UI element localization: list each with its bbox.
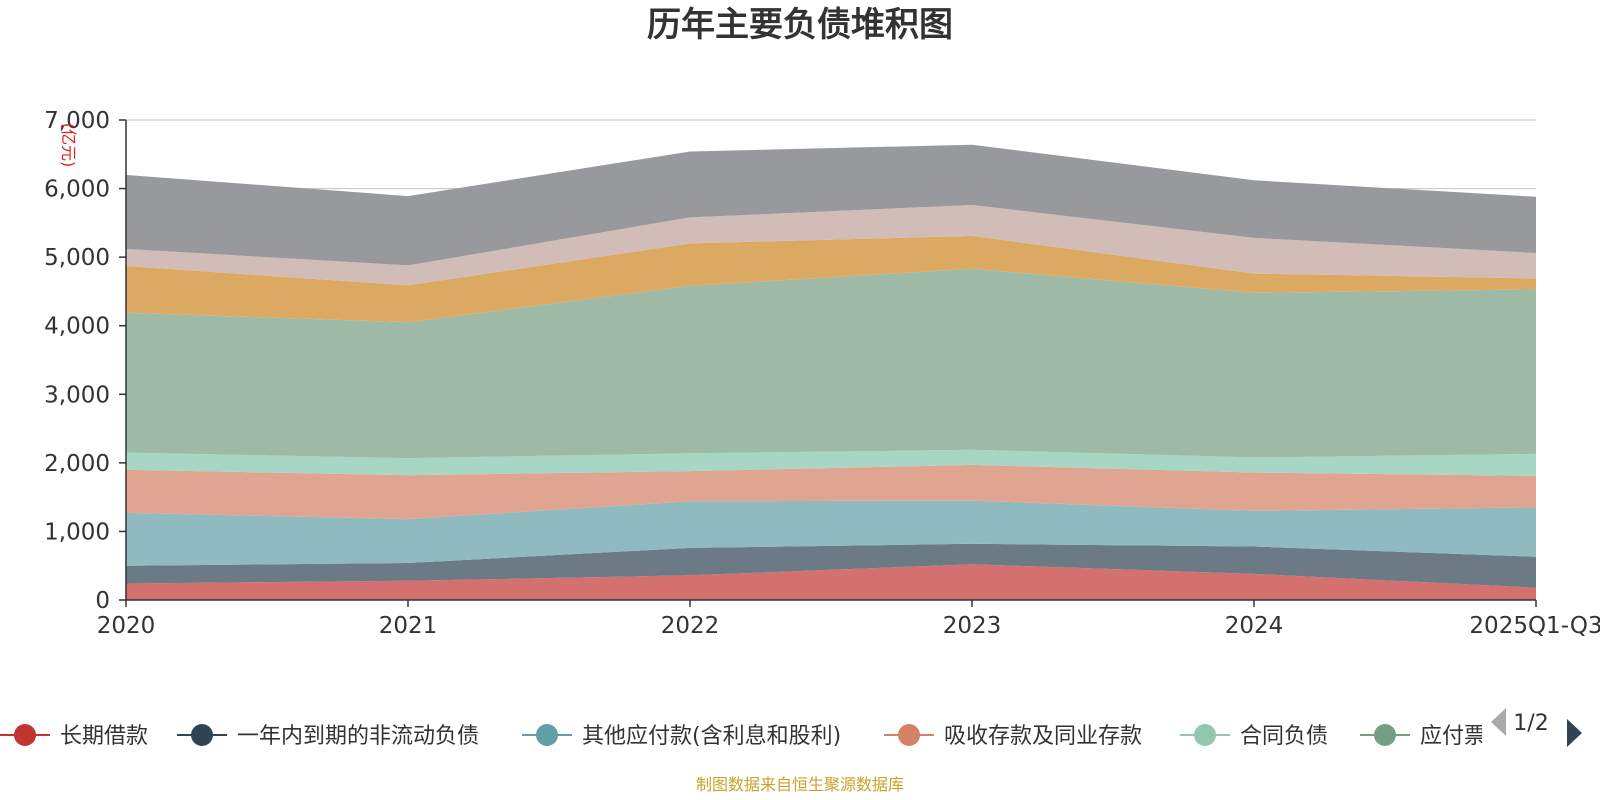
legend-label: 合同负债 [1240,724,1328,749]
legend-page-indicator: 1/2 [1513,711,1548,736]
legend-marker-icon [1194,724,1216,746]
legend-label: 其他应付款(含利息和股利) [582,724,841,749]
legend-item[interactable]: 应付票据及应付账款 [1360,724,1600,749]
area-series[interactable] [126,449,1536,476]
area-series[interactable] [126,543,1536,588]
y-tick-label: 2,000 [44,451,110,477]
legend-marker-icon [898,724,920,746]
y-axis-unit-label: (亿元) [59,123,78,168]
legend-marker-icon [191,724,213,746]
area-series[interactable] [126,564,1536,600]
y-tick-label: 0 [95,588,110,614]
y-tick-label: 3,000 [44,382,110,408]
x-tick-label: 2025Q1-Q3 [1469,613,1600,639]
chart-title: 历年主要负债堆积图 [647,5,953,45]
axes: 0 1,000 2,000 3,000 4,000 5,000 6,000 7,000 2020… [44,108,1600,639]
x-tick-label: 2023 [943,613,1002,639]
legend-label: 吸收存款及同业存款 [944,724,1142,749]
area-series[interactable] [126,235,1536,323]
x-tick-label: 2020 [97,613,156,639]
legend-item[interactable]: 合同负债 [1180,724,1328,749]
area-series[interactable] [126,144,1536,266]
x-tick-label: 2022 [661,613,720,639]
legend-next-page-icon[interactable] [1567,719,1582,747]
legend-item[interactable]: 吸收存款及同业存款 [884,724,1142,749]
legend-label: 长期借款 [60,724,148,749]
legend-marker-icon [536,724,558,746]
y-tick-label: 7,000 [44,108,110,134]
legend-marker-icon [14,724,36,746]
y-tick-label: 6,000 [44,177,110,203]
area-series-group [126,144,1536,600]
area-series[interactable] [126,268,1536,459]
y-tick-label: 5,000 [44,245,110,271]
legend-label: 应付票据及应付账款 [1420,724,1600,749]
legend-items: 长期借款 一年内到期的非流动负债 其他应付款(含利息和股利) 吸收存款及同业存款 合同负… [0,724,1600,749]
x-tick-label: 2021 [379,613,438,639]
legend-item[interactable]: 长期借款 [0,724,148,749]
legend: 长期借款 一年内到期的非流动负债 其他应付款(含利息和股利) 吸收存款及同业存款 合同负… [0,724,1600,749]
legend-pager: 1/2 [1491,708,1582,747]
legend-marker-icon [1374,724,1396,746]
area-series[interactable] [126,500,1536,566]
legend-item[interactable]: 其他应付款(含利息和股利) [522,724,841,749]
legend-item[interactable]: 一年内到期的非流动负债 [177,724,479,749]
y-tick-label: 4,000 [44,314,110,340]
legend-label: 一年内到期的非流动负债 [237,724,479,749]
area-series[interactable] [126,464,1536,520]
area-series[interactable] [126,205,1536,286]
legend-prev-page-icon[interactable] [1491,708,1506,736]
y-tick-label: 1,000 [44,519,110,545]
x-tick-label: 2024 [1225,613,1284,639]
source-note: 制图数据来自恒生聚源数据库 [696,775,904,794]
